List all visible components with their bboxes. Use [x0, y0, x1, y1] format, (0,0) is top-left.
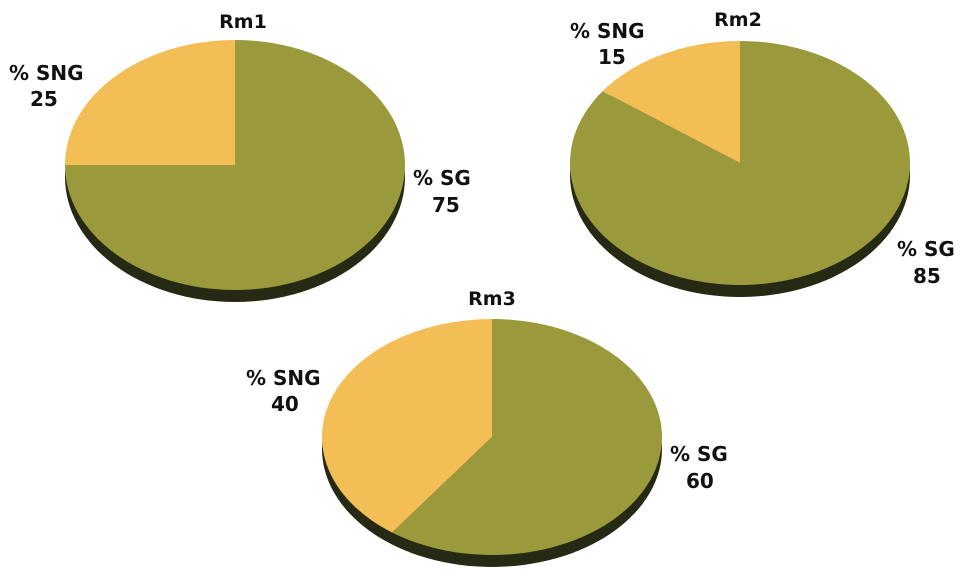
pie-rm1-slice-sng	[65, 40, 235, 165]
pie-rm1-sng-value: 25	[30, 87, 58, 111]
pie-rm1-sg-label: % SG	[413, 166, 471, 190]
pie-rm2-sg-value: 85	[913, 264, 941, 288]
pie-rm2-sg-label: % SG	[897, 237, 955, 261]
pie-rm3-sng-label: % SNG	[246, 366, 321, 390]
pie-rm1-title: Rm1	[219, 11, 267, 33]
pie-rm3-slice-sng	[322, 319, 492, 533]
pie-rm3-sg-label: % SG	[670, 442, 728, 466]
pie-rm3-sg-value: 60	[686, 469, 714, 493]
pie-rm1-sg-value: 75	[432, 193, 460, 217]
pie-rm3-slice-sg	[392, 319, 662, 555]
pie-rm2-title: Rm2	[714, 9, 762, 31]
pie-rm3	[322, 319, 662, 567]
pie-rm1	[65, 40, 405, 302]
pie-rm3-title: Rm3	[468, 288, 516, 310]
pie-rm3-sng-value: 40	[271, 392, 299, 416]
pie-rm2-sng-label: % SNG	[570, 19, 645, 43]
pie-rm2-slice-sng	[602, 41, 740, 163]
pie-rm1-sng-label: % SNG	[9, 61, 84, 85]
pie-rm2-sng-value: 15	[598, 45, 626, 69]
pie-rm2	[569, 41, 910, 297]
